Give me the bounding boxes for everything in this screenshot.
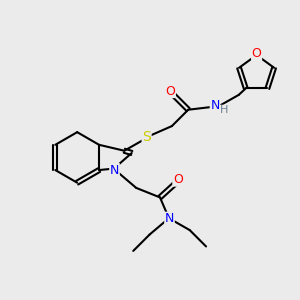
Text: H: H xyxy=(220,105,228,115)
Text: N: N xyxy=(210,99,220,112)
Text: O: O xyxy=(166,85,175,98)
Text: N: N xyxy=(110,164,119,177)
Text: S: S xyxy=(142,130,151,144)
Text: N: N xyxy=(165,212,174,225)
Text: O: O xyxy=(173,173,183,186)
Text: O: O xyxy=(252,47,262,60)
